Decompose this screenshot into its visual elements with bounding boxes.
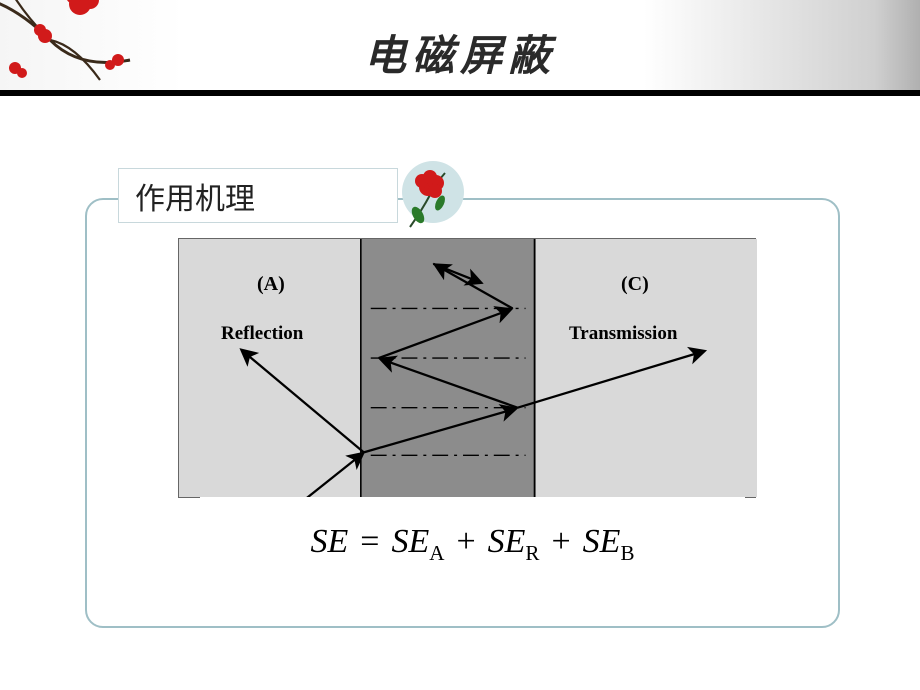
eq-plus-1: + bbox=[456, 523, 475, 561]
eq-term-2: SER bbox=[488, 523, 540, 566]
section-label-box: 作用机理 bbox=[118, 168, 398, 223]
plum-branch-decor bbox=[0, 0, 210, 100]
equation-box: SE = SEA + SER + SEB bbox=[200, 497, 745, 592]
flower-badge bbox=[400, 155, 470, 235]
eq-equals: = bbox=[360, 523, 379, 561]
eq-plus-2: + bbox=[551, 523, 570, 561]
eq-term-3: SEB bbox=[583, 523, 635, 566]
diagram-arrows bbox=[179, 239, 755, 497]
shielding-diagram: (A) (C) Reflection Transmission bbox=[178, 238, 756, 498]
equation: SE = SEA + SER + SEB bbox=[310, 523, 634, 566]
eq-lhs: SE bbox=[310, 523, 348, 561]
eq-term-1: SEA bbox=[391, 523, 444, 566]
section-label: 作用机理 bbox=[135, 174, 255, 218]
